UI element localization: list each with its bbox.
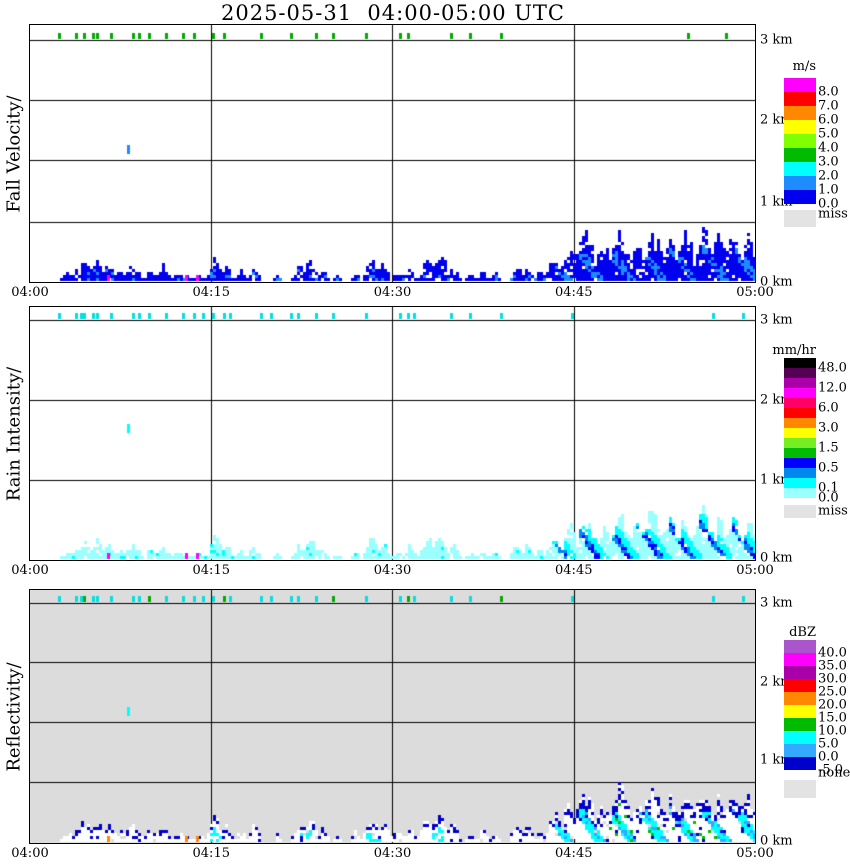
legend-cell — [784, 448, 816, 458]
x-axis-tick-label: 04:45 — [555, 846, 593, 861]
legend-tick-label: -5.0 — [818, 762, 844, 778]
legend-cell — [784, 666, 816, 679]
y-axis-label: 3 km — [760, 595, 793, 611]
x-axis-tick-label: 04:00 — [11, 563, 49, 578]
legend-tick-label: 1.0 — [818, 182, 839, 198]
panel-axis-title-reflectivity: Reflectivity/ — [3, 661, 25, 772]
x-axis-tick-label: 04:45 — [555, 563, 593, 578]
legend-cell — [784, 488, 816, 498]
legend-cell — [784, 378, 816, 388]
x-axis-tick-label: 04:30 — [373, 563, 412, 578]
legend-cell — [784, 757, 816, 770]
x-axis-tick-label: 05:00 — [736, 563, 774, 578]
legend-tick-label: 7.0 — [818, 98, 839, 114]
panel-axis-title-rain-intensity: Rain Intensity/ — [3, 366, 25, 501]
legend-cell — [784, 368, 816, 378]
legend-cell — [784, 744, 816, 757]
legend-missing-swatch — [784, 210, 816, 227]
legend-cell — [784, 358, 816, 368]
legend-tick-label: 35.0 — [818, 658, 847, 674]
legend-cell — [784, 92, 816, 106]
legend-tick-label: 3.0 — [818, 420, 839, 436]
legend-tick-label: 25.0 — [818, 684, 847, 700]
legend-tick-label: 5.0 — [818, 736, 839, 752]
legend-tick-label: 0.0 — [818, 196, 839, 212]
legend-title-reflectivity: dBZ — [789, 625, 816, 640]
legend-cell — [784, 428, 816, 438]
legend-tick-label: 1.5 — [818, 440, 839, 456]
legend-cell — [784, 438, 816, 448]
legend-cell — [784, 134, 816, 148]
heatmap-canvas-reflectivity — [29, 589, 756, 844]
y-axis-label: 3 km — [760, 312, 793, 328]
legend-cell — [784, 120, 816, 134]
legend-cell — [784, 148, 816, 162]
x-axis-tick-label: 04:15 — [192, 285, 230, 300]
legend-cell — [784, 408, 816, 418]
legend-title-fall-velocity: m/s — [792, 59, 816, 74]
legend-missing-label: miss — [818, 503, 848, 519]
legend-tick-label: 0.0 — [818, 749, 839, 765]
legend-tick-label: 0.0 — [818, 490, 839, 506]
legend-missing-swatch — [784, 505, 816, 518]
legend-cell — [784, 176, 816, 190]
legend-tick-label: 30.0 — [818, 671, 847, 687]
legend-tick-label: 0.5 — [818, 460, 839, 476]
legend-cell — [784, 478, 816, 488]
x-axis-tick-label: 04:30 — [373, 846, 412, 861]
legend-cell — [784, 190, 816, 204]
legend-cell — [784, 640, 816, 653]
legend-cell — [784, 106, 816, 120]
legend-tick-label: 10.0 — [818, 723, 847, 739]
x-axis-tick-label: 04:15 — [192, 846, 230, 861]
y-axis-label: 0 km — [760, 550, 793, 566]
legend-tick-label: 12.0 — [818, 380, 847, 396]
legend-cell — [784, 692, 816, 705]
legend-tick-label: 2.0 — [818, 168, 839, 184]
heatmap-canvas-rain-intensity — [29, 306, 756, 561]
x-axis-tick-label: 04:30 — [373, 285, 412, 300]
legend-cell — [784, 718, 816, 731]
x-axis-tick-label: 04:45 — [555, 285, 593, 300]
legend-cell — [784, 705, 816, 718]
legend-tick-label: 15.0 — [818, 710, 847, 726]
legend-cell — [784, 653, 816, 666]
y-axis-label: 0 km — [760, 274, 793, 290]
legend-tick-label: 6.0 — [818, 112, 839, 128]
legend-cell — [784, 78, 816, 92]
x-axis-tick-label: 05:00 — [736, 285, 774, 300]
legend-title-rain-intensity: mm/hr — [772, 343, 816, 358]
legend-tick-label: 48.0 — [818, 360, 847, 376]
heatmap-canvas-fall-velocity — [29, 24, 756, 283]
x-axis-tick-label: 04:15 — [192, 563, 230, 578]
legend-cell — [784, 388, 816, 398]
legend-missing-label: miss — [818, 206, 848, 222]
legend-missing-label: none — [818, 765, 850, 781]
legend-tick-label: 8.0 — [818, 84, 839, 100]
legend-tick-label: 3.0 — [818, 154, 839, 170]
legend-tick-label: 20.0 — [818, 697, 847, 713]
legend-cell — [784, 458, 816, 468]
legend-tick-label: 4.0 — [818, 140, 839, 156]
legend-cell — [784, 679, 816, 692]
y-axis-label: 0 km — [760, 833, 793, 849]
legend-tick-label: 6.0 — [818, 400, 839, 416]
legend-tick-label: 40.0 — [818, 645, 847, 661]
x-axis-tick-label: 05:00 — [736, 846, 774, 861]
legend-cell — [784, 468, 816, 478]
legend-cell — [784, 418, 816, 428]
legend-missing-swatch — [784, 780, 816, 798]
x-axis-tick-label: 04:00 — [11, 285, 49, 300]
legend-cell — [784, 731, 816, 744]
legend-tick-label: 0.1 — [818, 480, 839, 496]
legend-cell — [784, 162, 816, 176]
page-title: 2025-05-31 04:00-05:00 UTC — [220, 1, 566, 25]
panel-axis-title-fall-velocity: Fall Velocity/ — [3, 94, 25, 213]
x-axis-tick-label: 04:00 — [11, 846, 49, 861]
legend-tick-label: 5.0 — [818, 126, 839, 142]
y-axis-label: 3 km — [760, 32, 793, 48]
legend-cell — [784, 398, 816, 408]
